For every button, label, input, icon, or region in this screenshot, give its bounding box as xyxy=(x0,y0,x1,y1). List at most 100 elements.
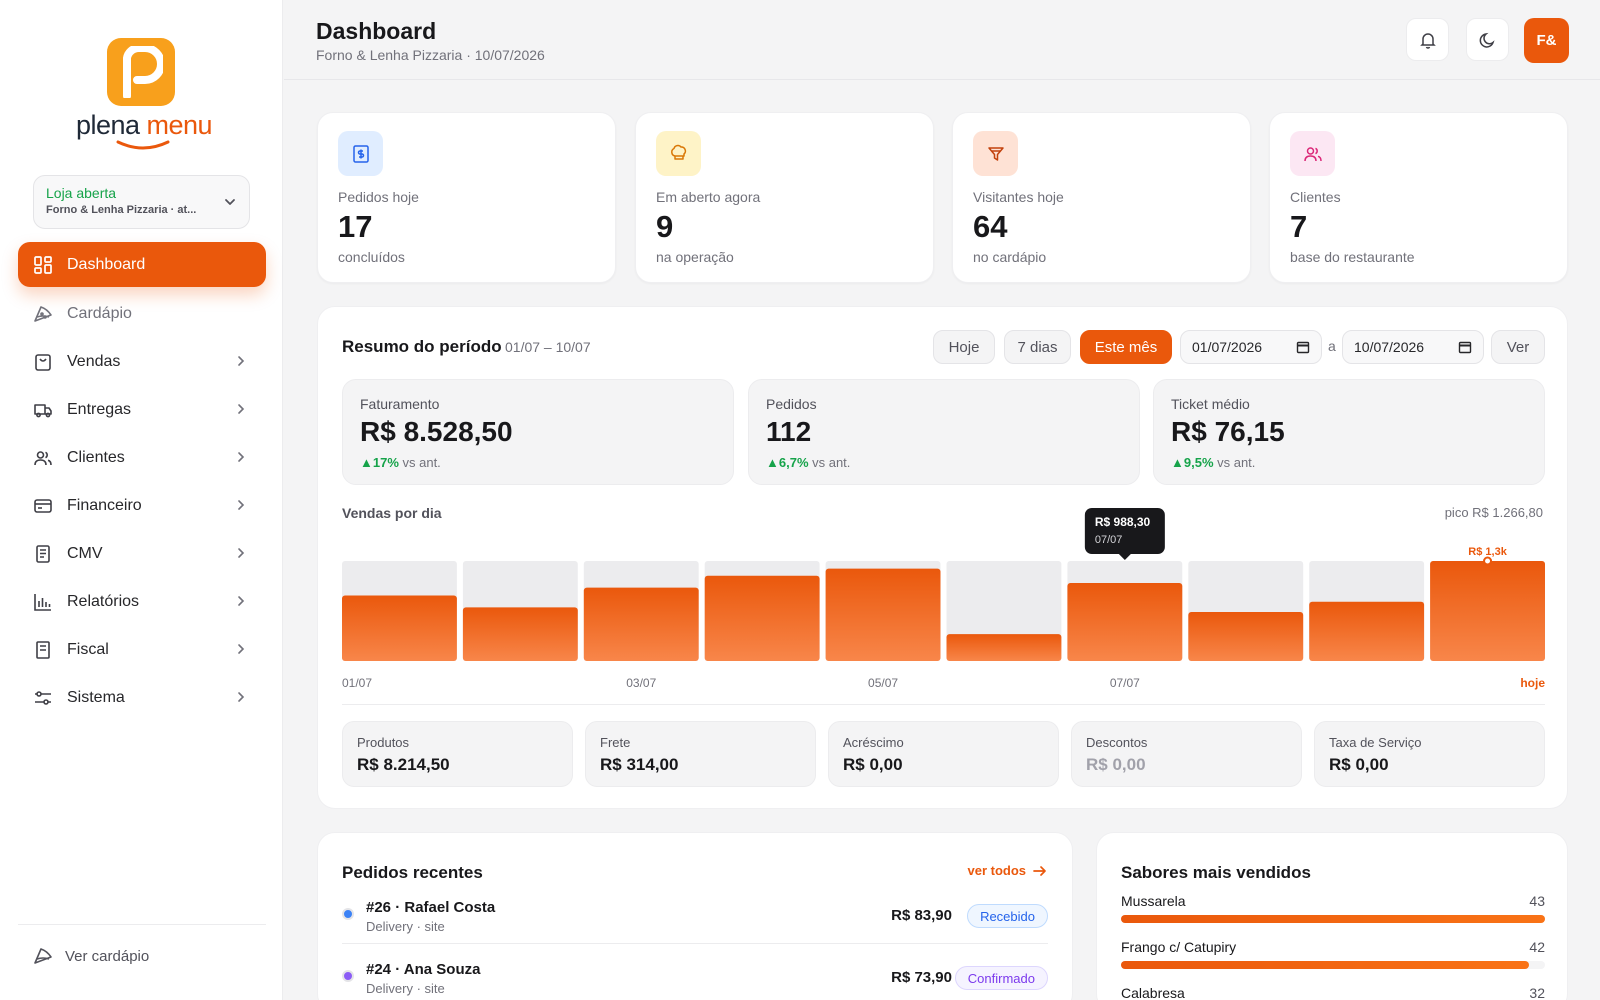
kpi-delta-value: ▲9,5% xyxy=(1171,455,1214,470)
peak-marker xyxy=(1483,556,1493,566)
breakdown-label: Taxa de Serviço xyxy=(1329,735,1422,750)
kpi-value: 112 xyxy=(766,416,812,447)
kpi-revenue: Faturamento R$ 8.528,50 ▲17% vs ant. xyxy=(342,379,734,485)
kpi-value: R$ 8.528,50 xyxy=(360,416,513,447)
kpi-average-ticket: Ticket médio R$ 76,15 ▲9,5% vs ant. xyxy=(1153,379,1545,485)
theme-toggle-button[interactable] xyxy=(1466,18,1509,61)
sidebar-item-cardapio[interactable]: Cardápio xyxy=(18,290,266,338)
see-all-label: ver todos xyxy=(967,863,1026,878)
sliders-icon xyxy=(33,688,53,708)
flavor-count: 42 xyxy=(1529,939,1545,955)
sidebar-item-fiscal[interactable]: Fiscal xyxy=(18,626,266,674)
stat-card-clients: Clientes 7 base do restaurante xyxy=(1269,112,1568,283)
date-to-input[interactable]: 10/07/2026 xyxy=(1342,330,1484,364)
breakdown-label: Produtos xyxy=(357,735,410,750)
flavor-name: Mussarela xyxy=(1121,893,1186,909)
arrow-right-icon xyxy=(1033,865,1046,876)
sidebar-item-relatorios[interactable]: Relatórios xyxy=(18,578,266,626)
sidebar-item-label: Vendas xyxy=(67,353,121,370)
see-all-orders-link[interactable]: ver todos xyxy=(967,863,1048,878)
apply-range-button[interactable]: Ver xyxy=(1491,330,1545,364)
order-row[interactable]: #26 · Rafael Costa Delivery · site R$ 83… xyxy=(342,897,1048,951)
order-row[interactable]: #24 · Ana Souza Delivery · site R$ 73,90… xyxy=(342,959,1048,1000)
bar[interactable] xyxy=(583,587,699,661)
bar[interactable] xyxy=(946,634,1062,661)
pizza-icon xyxy=(33,946,53,966)
flavor-bar-track xyxy=(1121,915,1545,923)
bar[interactable] xyxy=(1188,612,1304,661)
bar[interactable] xyxy=(342,595,457,661)
x-tick-label: hoje xyxy=(1520,676,1545,690)
breakdown-value: R$ 0,00 xyxy=(1086,755,1146,774)
chevron-right-icon xyxy=(238,596,245,606)
chevron-right-icon xyxy=(238,548,245,558)
stat-sub: concluídos xyxy=(338,249,405,265)
order-title: #24 · Ana Souza xyxy=(366,961,481,978)
breakdown-value: R$ 8.214,50 xyxy=(357,755,450,774)
panel-title: Pedidos recentes xyxy=(342,863,483,882)
bar[interactable] xyxy=(825,568,941,661)
stat-value: 9 xyxy=(656,209,674,244)
filter-7-days-button[interactable]: 7 dias xyxy=(1004,330,1071,364)
view-menu-label: Ver cardápio xyxy=(65,947,150,965)
chart-title: Vendas por dia xyxy=(342,505,442,521)
sidebar-divider xyxy=(18,924,266,925)
order-channel: Delivery · site xyxy=(366,981,445,996)
bar[interactable] xyxy=(1309,601,1425,661)
order-amount: R$ 73,90 xyxy=(891,969,952,986)
dollar-receipt-icon xyxy=(338,131,383,176)
filter-today-button[interactable]: Hoje xyxy=(933,330,995,364)
stat-label: Pedidos hoje xyxy=(338,189,419,205)
sidebar-item-financeiro[interactable]: Financeiro xyxy=(18,482,266,530)
tooltip-pointer xyxy=(1118,554,1131,560)
kpi-delta: ▲17% vs ant. xyxy=(360,455,441,470)
sidebar-item-label: CMV xyxy=(67,545,103,562)
truck-icon xyxy=(33,400,53,420)
sidebar-item-sistema[interactable]: Sistema xyxy=(18,674,266,722)
kpi-label: Faturamento xyxy=(360,396,440,412)
sidebar-item-cmv[interactable]: CMV xyxy=(18,530,266,578)
chart-peak: pico R$ 1.266,80 xyxy=(1444,505,1543,520)
bar[interactable] xyxy=(462,607,578,661)
store-status: Loja aberta xyxy=(46,185,117,201)
view-menu-link[interactable]: Ver cardápio xyxy=(33,946,149,966)
stat-value: 17 xyxy=(338,209,373,244)
avatar[interactable]: F& xyxy=(1524,18,1569,63)
users-icon xyxy=(33,448,53,468)
breakdown-discounts: Descontos R$ 0,00 xyxy=(1071,721,1302,787)
status-dot xyxy=(342,970,354,982)
bar[interactable] xyxy=(1430,561,1545,661)
sidebar-item-clientes[interactable]: Clientes xyxy=(18,434,266,482)
bell-icon xyxy=(1419,32,1436,49)
logo-p-icon xyxy=(107,38,175,106)
kpi-delta-value: ▲6,7% xyxy=(766,455,809,470)
bag-icon xyxy=(33,352,53,372)
notifications-button[interactable] xyxy=(1406,18,1449,61)
funnel-icon xyxy=(973,131,1018,176)
filter-this-month-button[interactable]: Este mês xyxy=(1080,330,1172,364)
store-status-select[interactable]: Loja aberta Forno & Lenha Pizzaria · at.… xyxy=(33,175,250,229)
sidebar-item-dashboard[interactable]: Dashboard xyxy=(18,242,266,287)
flavor-count: 43 xyxy=(1529,893,1545,909)
stat-value: 7 xyxy=(1290,209,1308,244)
panel-divider xyxy=(342,704,1545,705)
stat-label: Visitantes hoje xyxy=(973,189,1064,205)
bar[interactable] xyxy=(704,575,820,661)
date-from-input[interactable]: 01/07/2026 xyxy=(1180,330,1322,364)
chevron-right-icon xyxy=(238,644,245,654)
tooltip-value: R$ 988,30 xyxy=(1095,515,1151,529)
receipt-icon xyxy=(33,640,53,660)
order-channel: Delivery · site xyxy=(366,919,445,934)
bar[interactable] xyxy=(1067,582,1183,661)
chevron-right-icon xyxy=(238,452,245,462)
flavor-bar-fill xyxy=(1121,915,1545,923)
sidebar-item-entregas[interactable]: Entregas xyxy=(18,386,266,434)
row-divider xyxy=(342,943,1048,944)
panel-title: Sabores mais vendidos xyxy=(1121,863,1311,882)
date-to-value: 10/07/2026 xyxy=(1354,339,1425,355)
stat-label: Em aberto agora xyxy=(656,189,761,205)
brand-logo[interactable]: plena menu xyxy=(64,36,224,156)
page-header: Dashboard Forno & Lenha Pizzaria · 10/07… xyxy=(284,0,1600,80)
sidebar-item-vendas[interactable]: Vendas xyxy=(18,338,266,386)
kpi-delta-value: ▲17% xyxy=(360,455,399,470)
